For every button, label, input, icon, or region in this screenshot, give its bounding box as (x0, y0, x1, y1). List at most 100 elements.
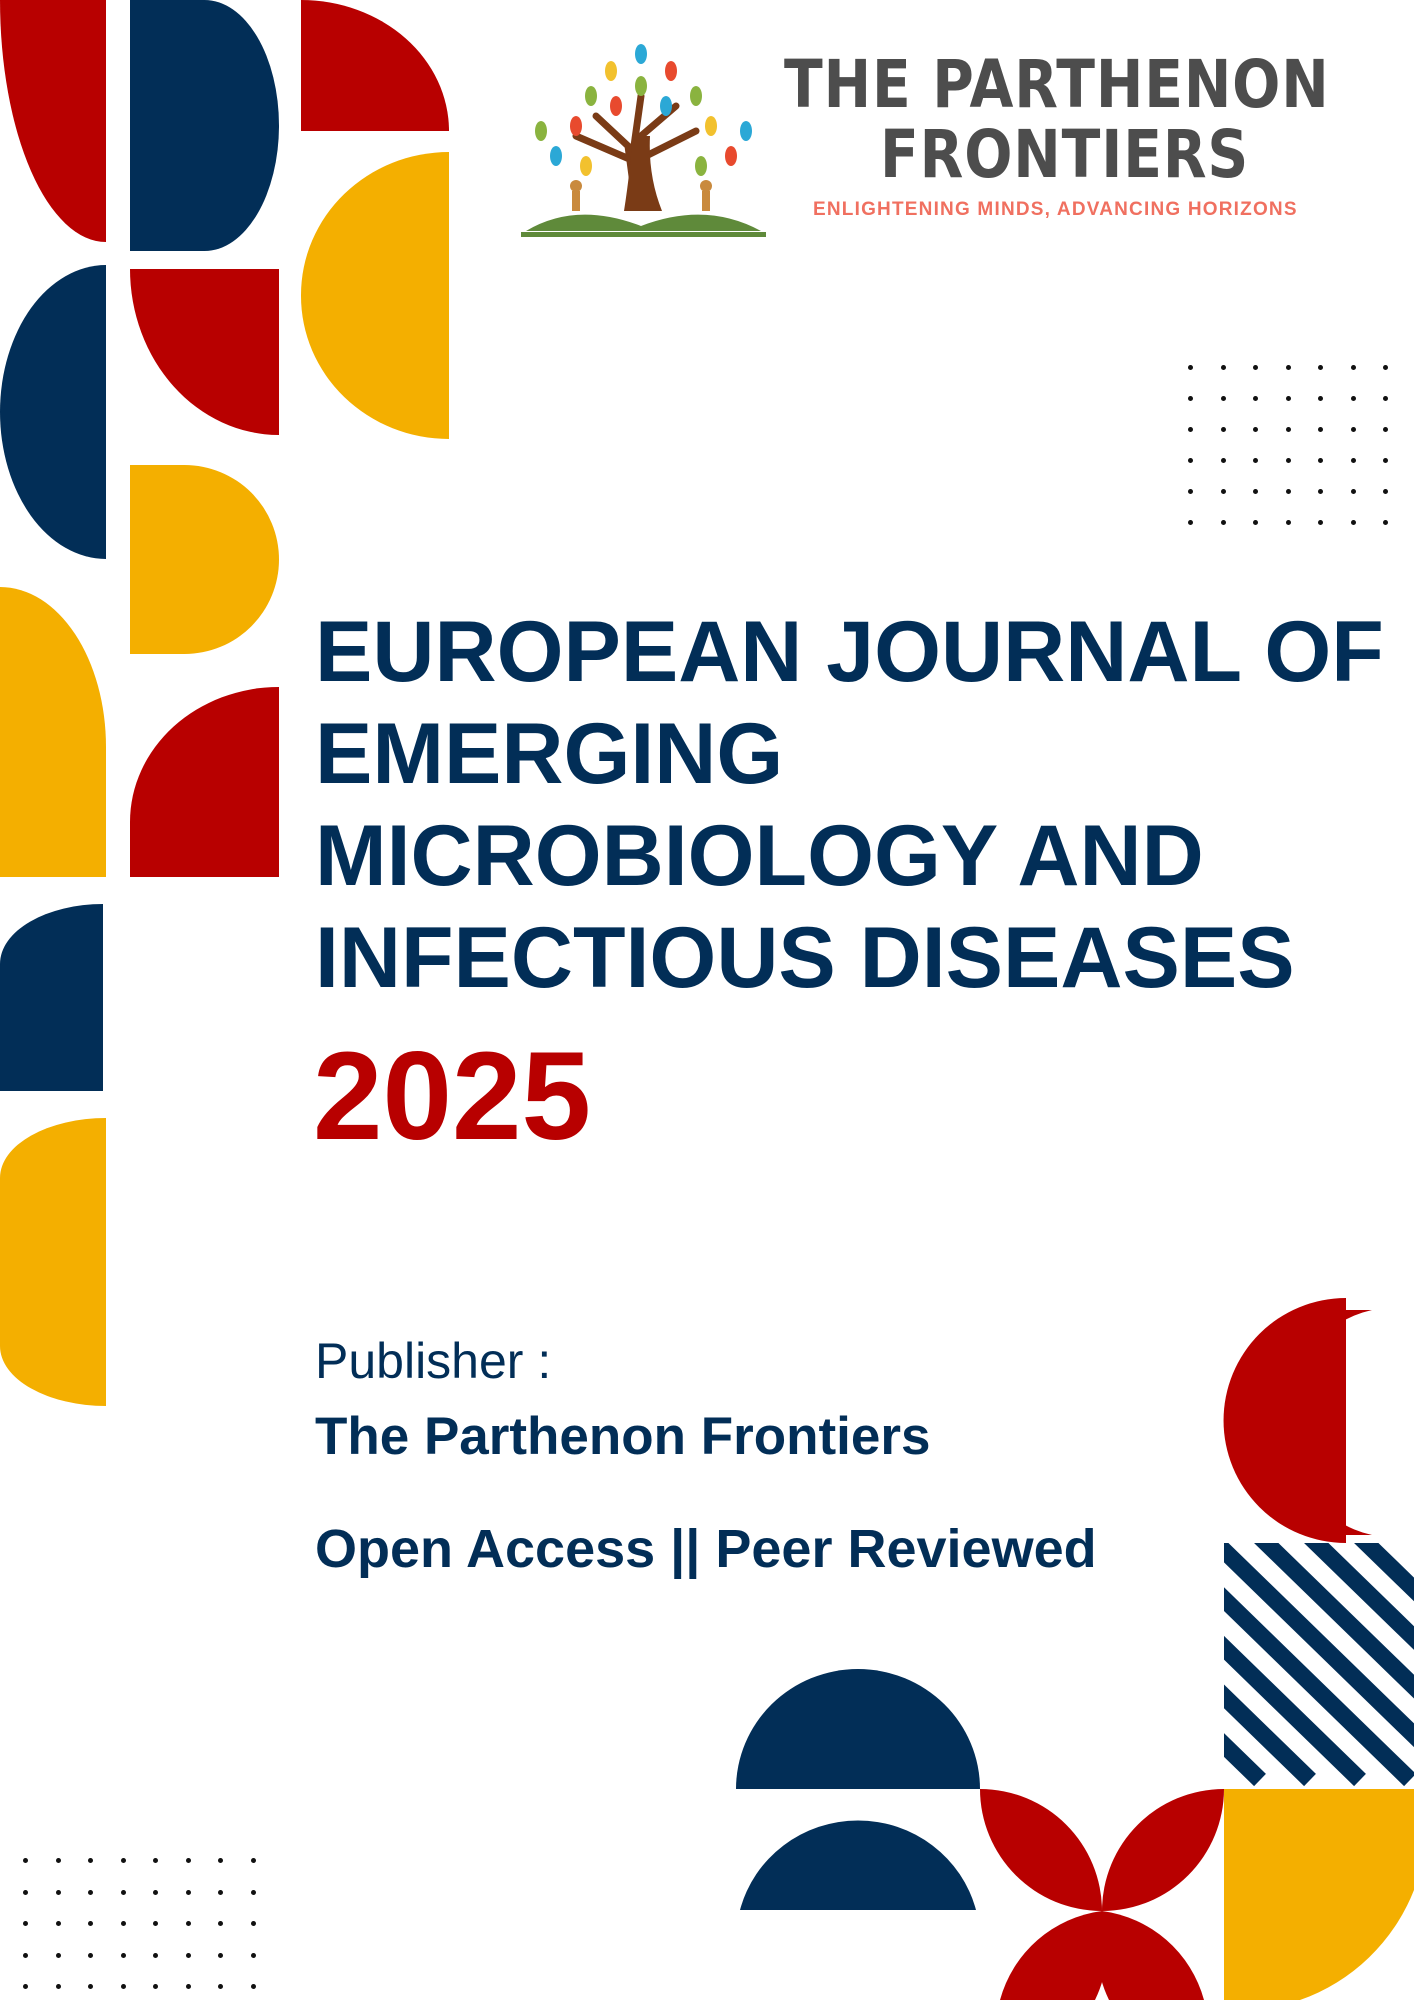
dot (1350, 489, 1356, 494)
dot (1350, 396, 1356, 401)
decor-shape (1000, 1911, 1108, 2000)
dot (185, 1858, 191, 1863)
dot (120, 1921, 126, 1926)
decor-shape (130, 687, 279, 877)
dot (250, 1952, 256, 1958)
decor-shape (1102, 1789, 1224, 1911)
dot (1383, 427, 1388, 432)
dot (218, 1921, 223, 1926)
dot (1318, 427, 1323, 432)
dot (1285, 458, 1291, 463)
decor-shape (1224, 1789, 1414, 2000)
dot-grid-decor (23, 1858, 283, 2016)
dot (55, 1952, 61, 1958)
dot (1253, 458, 1258, 463)
dot (1188, 427, 1193, 432)
dot-grid-decor (1188, 365, 1414, 551)
dot (1220, 365, 1226, 370)
striped-square-decor (1224, 1543, 1414, 1789)
dot (1253, 520, 1258, 525)
dot (23, 1889, 28, 1895)
journal-title-line: INFECTIOUS DISEASES (315, 910, 1295, 1006)
decor-shape (301, 152, 449, 439)
dot (55, 1921, 61, 1926)
logo-name-line1: THE PARTHENON (784, 46, 1330, 123)
dot (120, 1952, 126, 1958)
dot (250, 1858, 256, 1863)
decor-shape (130, 269, 279, 435)
dot (218, 1858, 223, 1863)
dot (23, 1858, 28, 1863)
journal-title-line: EMERGING (315, 706, 784, 802)
journal-year: 2025 (313, 1027, 592, 1166)
dot (1188, 458, 1193, 463)
dot (1383, 458, 1388, 463)
dot (1318, 458, 1323, 463)
logo-tagline: ENLIGHTENING MINDS, ADVANCING HORIZONS (813, 199, 1298, 220)
dot (55, 1889, 61, 1895)
dot (88, 1858, 93, 1863)
dot (23, 1952, 28, 1958)
dot (153, 1889, 158, 1895)
dot (120, 1984, 126, 1989)
dot (1350, 365, 1356, 370)
dot (88, 1921, 93, 1926)
dot (120, 1858, 126, 1863)
dot (23, 1921, 28, 1926)
dot (153, 1858, 158, 1863)
dot (88, 1952, 93, 1958)
dot (1285, 520, 1291, 525)
dot (1383, 365, 1388, 370)
decor-shape (301, 0, 449, 131)
dot (250, 1921, 256, 1926)
dot (250, 1984, 256, 1989)
dot (1220, 489, 1226, 494)
decor-shape (0, 587, 106, 877)
dot (1285, 396, 1291, 401)
dot (1383, 396, 1388, 401)
dot (1253, 365, 1258, 370)
dot (185, 1984, 191, 1989)
dot (1220, 396, 1226, 401)
dot (1318, 489, 1323, 494)
decor-shape (1284, 1310, 1372, 1535)
dot (153, 1952, 158, 1958)
decor-shape (740, 1820, 976, 1910)
decor-shape (0, 1118, 106, 1406)
decor-shape (130, 0, 279, 251)
dot (218, 1952, 223, 1958)
dot (88, 1889, 93, 1895)
dot (1318, 520, 1323, 525)
dot (88, 1984, 93, 1989)
dot (1188, 396, 1193, 401)
dot (1350, 458, 1356, 463)
dot (1220, 458, 1226, 463)
dot (1253, 489, 1258, 494)
dot (185, 1889, 191, 1895)
dot (250, 1889, 256, 1895)
dot (153, 1984, 158, 1989)
access-info: Open Access || Peer Reviewed (315, 1519, 1097, 1579)
dot (1220, 520, 1226, 525)
dot (1188, 365, 1193, 370)
dot (185, 1921, 191, 1926)
decor-shape (980, 1789, 1102, 1911)
journal-title-line: EUROPEAN JOURNAL OF (315, 604, 1384, 700)
journal-title-line: MICROBIOLOGY AND (315, 808, 1204, 904)
publisher-label: Publisher : (315, 1333, 552, 1389)
journal-title: EUROPEAN JOURNAL OF EMERGING MICROBIOLOG… (315, 601, 1384, 1009)
dot (1285, 489, 1291, 494)
dot (1285, 365, 1291, 370)
dot (1350, 520, 1356, 525)
tree-on-book-icon (521, 44, 766, 237)
decor-shape (1096, 1911, 1204, 2000)
decor-shape (736, 1669, 980, 1789)
dot (185, 1952, 191, 1958)
dot (218, 1889, 223, 1895)
dot (153, 1921, 158, 1926)
dot (120, 1889, 126, 1895)
bottom-right-decor (736, 1298, 1414, 2000)
dot (1188, 520, 1193, 525)
dot (1220, 427, 1226, 432)
dot (1350, 427, 1356, 432)
